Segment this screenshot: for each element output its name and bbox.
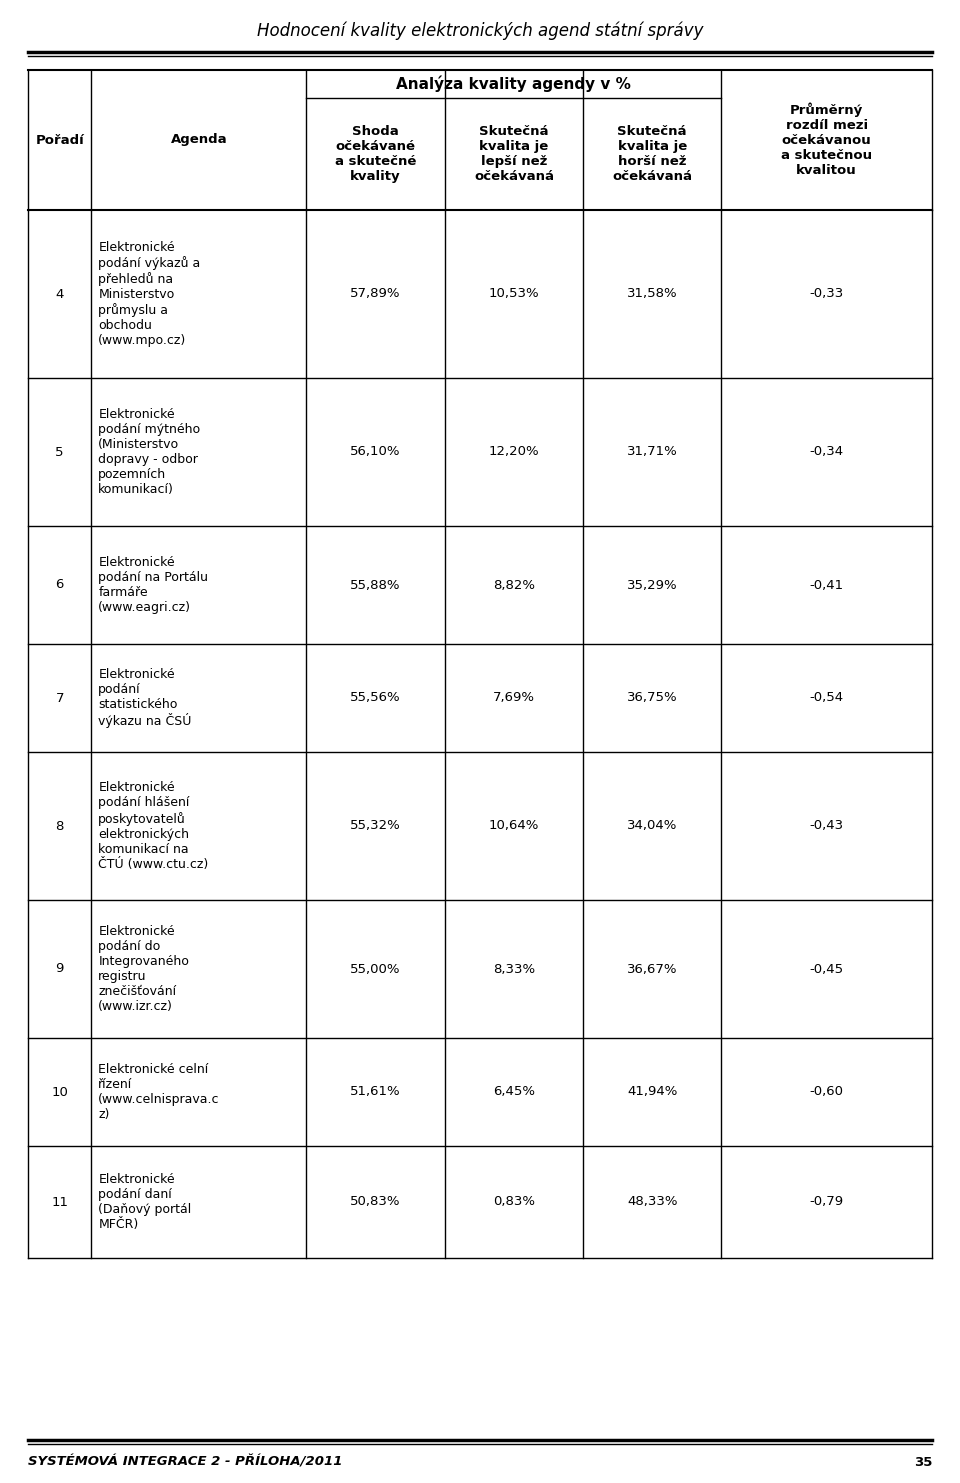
Text: Analýza kvality agendy v %: Analýza kvality agendy v % <box>396 76 632 92</box>
Text: -0,54: -0,54 <box>809 691 844 704</box>
Text: 55,56%: 55,56% <box>350 691 401 704</box>
Text: Elektronické
podání hlášení
poskytovatelů
elektronických
komunikací na
ČTÚ (www.: Elektronické podání hlášení poskytovatel… <box>98 782 208 871</box>
Text: 35,29%: 35,29% <box>627 578 678 592</box>
Text: 31,71%: 31,71% <box>627 445 678 458</box>
Text: Skutečná
kvalita je
lepší než
očekávaná: Skutečná kvalita je lepší než očekávaná <box>474 125 554 182</box>
Text: 4: 4 <box>56 288 63 301</box>
Text: 10,53%: 10,53% <box>489 288 540 301</box>
Text: 55,32%: 55,32% <box>350 820 401 832</box>
Text: 5: 5 <box>56 445 64 458</box>
Text: Elektronické celní
řízení
(www.celnisprava.c
z): Elektronické celní řízení (www.celnispra… <box>98 1063 220 1121</box>
Text: 35: 35 <box>914 1455 932 1468</box>
Text: 7,69%: 7,69% <box>492 691 535 704</box>
Text: Průměrný
rozdíl mezi
očekávanou
a skutečnou
kvalitou: Průměrný rozdíl mezi očekávanou a skuteč… <box>781 102 873 178</box>
Text: 8,82%: 8,82% <box>492 578 535 592</box>
Text: 8: 8 <box>56 820 63 832</box>
Text: 0,83%: 0,83% <box>492 1195 535 1209</box>
Text: 11: 11 <box>51 1195 68 1209</box>
Text: 57,89%: 57,89% <box>350 288 401 301</box>
Text: Agenda: Agenda <box>171 133 228 147</box>
Text: 10: 10 <box>51 1086 68 1099</box>
Text: 8,33%: 8,33% <box>492 962 535 976</box>
Text: 9: 9 <box>56 962 63 976</box>
Text: Elektronické
podání výkazů a
přehledů na
Ministerstvo
průmyslu a
obchodu
(www.mp: Elektronické podání výkazů a přehledů na… <box>98 240 201 347</box>
Text: 56,10%: 56,10% <box>350 445 401 458</box>
Text: -0,60: -0,60 <box>809 1086 844 1099</box>
Text: 7: 7 <box>56 691 64 704</box>
Text: -0,41: -0,41 <box>809 578 844 592</box>
Text: 36,67%: 36,67% <box>627 962 678 976</box>
Text: Elektronické
podání do
Integrovaného
registru
znečišťování
(www.izr.cz): Elektronické podání do Integrovaného reg… <box>98 925 189 1013</box>
Text: -0,43: -0,43 <box>809 820 844 832</box>
Text: 6: 6 <box>56 578 63 592</box>
Text: 31,58%: 31,58% <box>627 288 678 301</box>
Text: 34,04%: 34,04% <box>627 820 678 832</box>
Text: 50,83%: 50,83% <box>350 1195 401 1209</box>
Text: 55,00%: 55,00% <box>350 962 401 976</box>
Text: 36,75%: 36,75% <box>627 691 678 704</box>
Text: 55,88%: 55,88% <box>350 578 401 592</box>
Text: Skutečná
kvalita je
horší než
očekávaná: Skutečná kvalita je horší než očekávaná <box>612 125 692 182</box>
Text: 51,61%: 51,61% <box>350 1086 401 1099</box>
Text: -0,79: -0,79 <box>809 1195 844 1209</box>
Text: Elektronické
podání
statistického
výkazu na ČSÚ: Elektronické podání statistického výkazu… <box>98 667 192 728</box>
Text: Pořadí: Pořadí <box>36 133 84 147</box>
Text: Elektronické
podání na Portálu
farmáře
(www.eagri.cz): Elektronické podání na Portálu farmáře (… <box>98 556 208 614</box>
Text: 6,45%: 6,45% <box>492 1086 535 1099</box>
Text: -0,45: -0,45 <box>809 962 844 976</box>
Text: 41,94%: 41,94% <box>627 1086 678 1099</box>
Text: Elektronické
podání daní
(Daňový portál
MFČR): Elektronické podání daní (Daňový portál … <box>98 1173 192 1231</box>
Text: 12,20%: 12,20% <box>489 445 540 458</box>
Text: -0,33: -0,33 <box>809 288 844 301</box>
Text: Hodnocení kvality elektronických agend státní správy: Hodnocení kvality elektronických agend s… <box>256 22 704 40</box>
Text: 48,33%: 48,33% <box>627 1195 678 1209</box>
Text: Elektronické
podání mýtného
(Ministerstvo
dopravy - odbor
pozemních
komunikací): Elektronické podání mýtného (Ministerstv… <box>98 408 201 495</box>
Text: SYSTÉMOVÁ INTEGRACE 2 - PŘÍLOHA/2011: SYSTÉMOVÁ INTEGRACE 2 - PŘÍLOHA/2011 <box>28 1455 343 1468</box>
Text: 10,64%: 10,64% <box>489 820 540 832</box>
Text: Shoda
očekávané
a skutečné
kvality: Shoda očekávané a skutečné kvality <box>335 125 417 182</box>
Text: -0,34: -0,34 <box>809 445 844 458</box>
